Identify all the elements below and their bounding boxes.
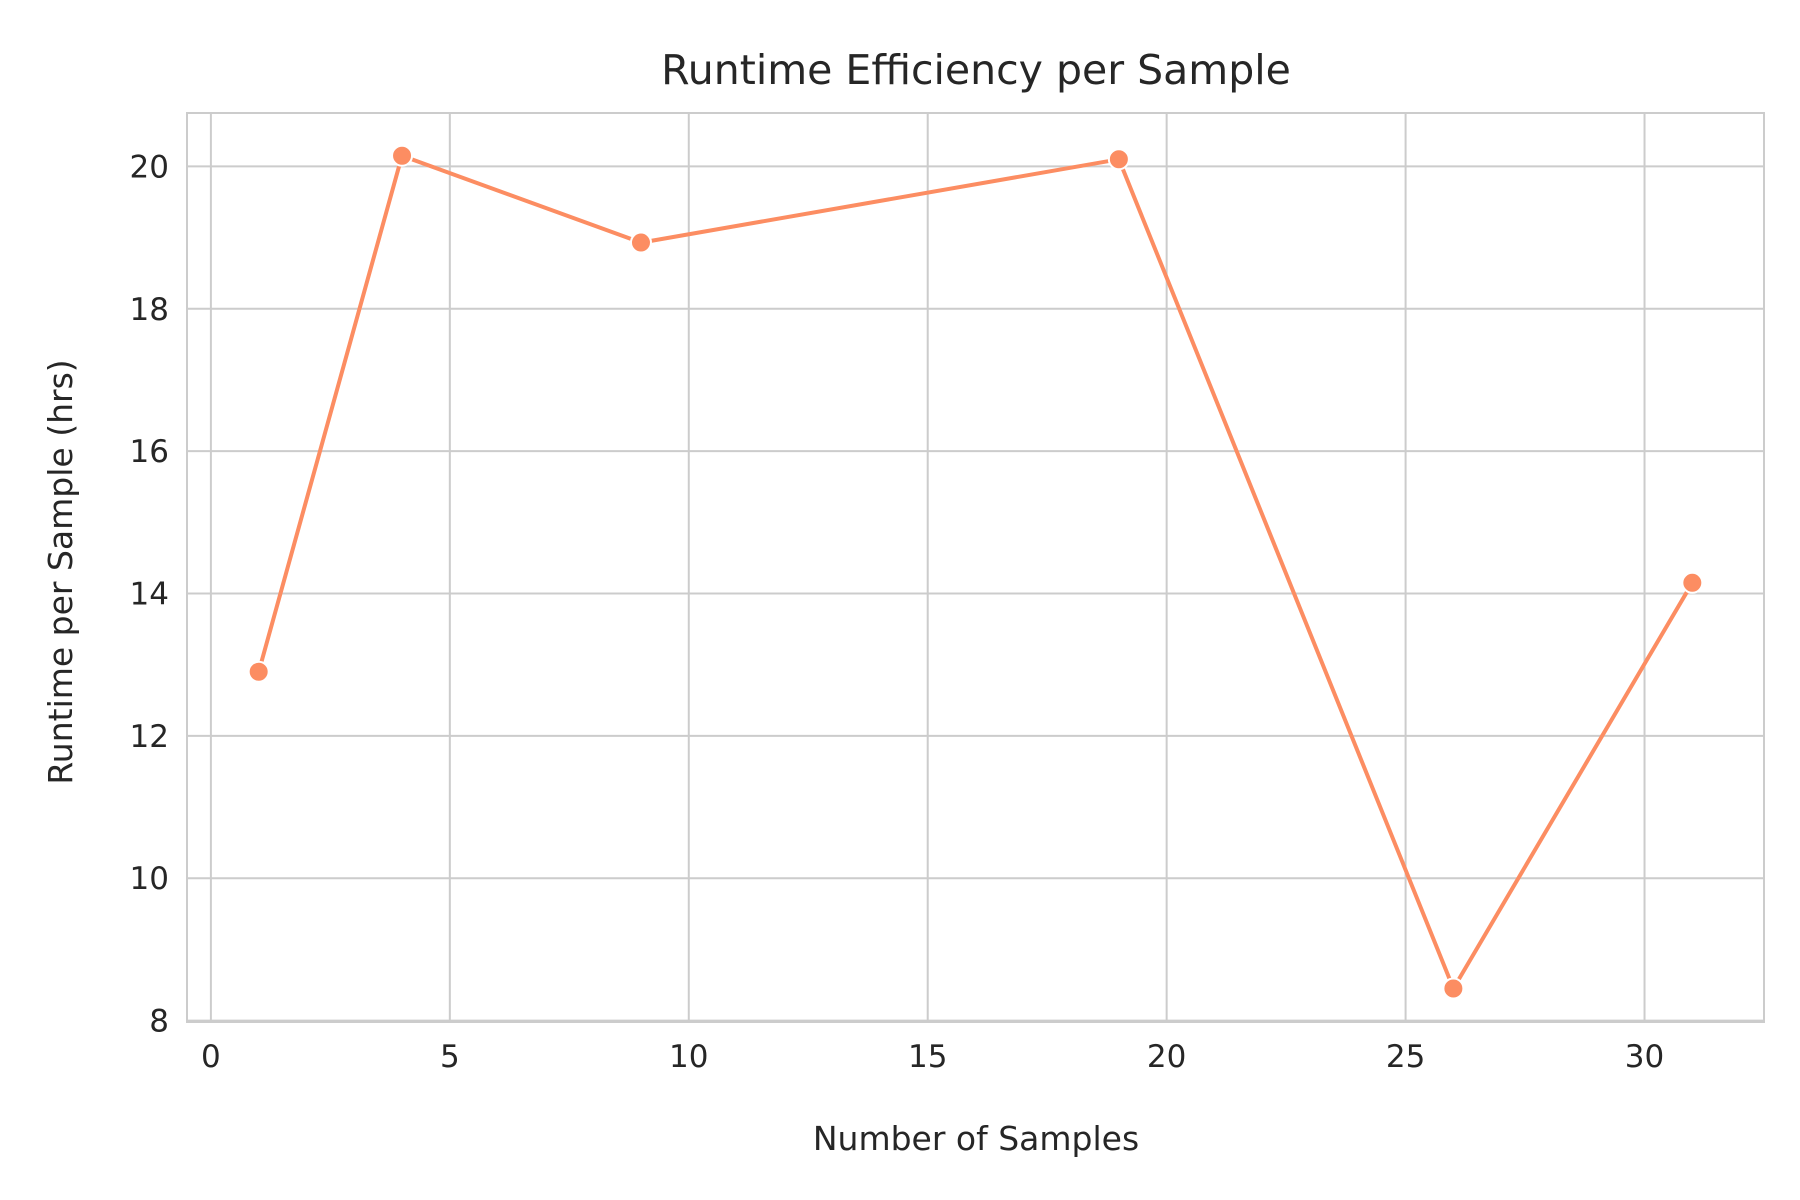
x-tick-label: 20: [1147, 1039, 1186, 1075]
data-point-markers: [247, 144, 1704, 1000]
series-lines: [256, 153, 1695, 991]
data-point: [629, 231, 652, 254]
data-point: [247, 660, 270, 683]
x-tick-label: 15: [908, 1039, 947, 1075]
x-tick-label: 30: [1625, 1039, 1664, 1075]
y-tick-label: 16: [130, 434, 169, 470]
y-tick-label: 14: [130, 576, 169, 612]
data-point: [1681, 571, 1704, 594]
x-tick-label: 5: [440, 1039, 460, 1075]
grid-lines: [187, 113, 1764, 1022]
y-axis-title: Runtime per Sample (hrs): [41, 359, 80, 784]
x-tick-label: 25: [1386, 1039, 1425, 1075]
x-tick-label: 10: [669, 1039, 708, 1075]
x-tick-label: 0: [201, 1039, 221, 1075]
y-tick-label: 10: [130, 861, 169, 897]
chart-title: Runtime Efficiency per Sample: [661, 46, 1291, 94]
y-tick-labels: 8 10 12 14 16 18 20: [130, 149, 169, 1039]
series-line: [256, 153, 1695, 991]
x-tick-labels: 0 5 10 15 20 25 30: [201, 1039, 1664, 1075]
data-point: [391, 144, 414, 167]
y-tick-label: 8: [149, 1004, 169, 1040]
y-tick-label: 12: [130, 719, 169, 755]
plot-area-frame: [186, 112, 1765, 1023]
data-point: [1442, 977, 1465, 1000]
x-axis-title: Number of Samples: [813, 1119, 1139, 1158]
y-tick-label: 20: [130, 149, 169, 185]
data-point: [1107, 148, 1130, 171]
y-tick-label: 18: [130, 292, 169, 328]
